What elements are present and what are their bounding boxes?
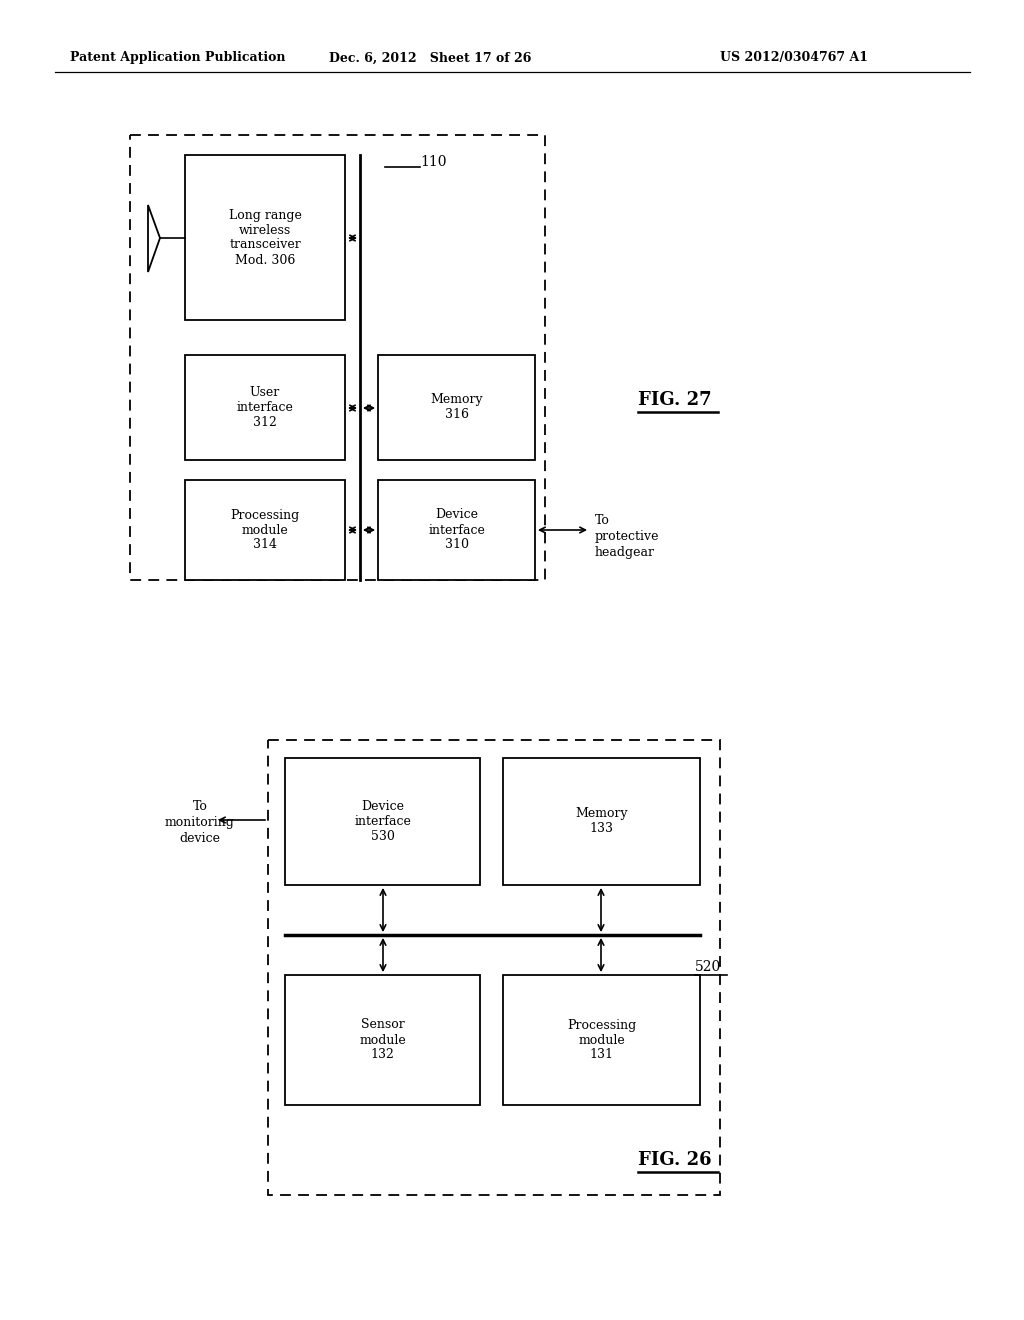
Bar	[378, 355, 535, 459]
Text: protective: protective	[595, 531, 659, 543]
Text: US 2012/0304767 A1: US 2012/0304767 A1	[720, 51, 868, 65]
Bar	[503, 758, 700, 884]
Text: FIG. 26: FIG. 26	[638, 1151, 712, 1170]
Text: FIG. 27: FIG. 27	[638, 391, 712, 409]
Text: headgear: headgear	[595, 546, 655, 558]
Bar	[185, 480, 345, 579]
Text: device: device	[179, 832, 220, 845]
Text: Sensor
module
132: Sensor module 132	[359, 1019, 406, 1061]
Text: Device
interface
530: Device interface 530	[354, 800, 411, 843]
Text: Processing
module
314: Processing module 314	[230, 508, 300, 552]
Text: 520: 520	[695, 960, 721, 974]
Text: 110: 110	[420, 154, 446, 169]
Bar	[503, 975, 700, 1105]
Bar	[185, 355, 345, 459]
Text: To: To	[595, 513, 610, 527]
Text: To: To	[193, 800, 208, 813]
Text: Memory
316: Memory 316	[430, 393, 482, 421]
Text: Processing
module
131: Processing module 131	[567, 1019, 636, 1061]
Text: Device
interface
310: Device interface 310	[428, 508, 485, 552]
Text: Dec. 6, 2012   Sheet 17 of 26: Dec. 6, 2012 Sheet 17 of 26	[329, 51, 531, 65]
Bar	[378, 480, 535, 579]
Bar	[130, 135, 545, 579]
Bar	[285, 758, 480, 884]
Text: monitoring: monitoring	[165, 816, 234, 829]
Text: Long range
wireless
transceiver
Mod. 306: Long range wireless transceiver Mod. 306	[228, 209, 301, 267]
Text: User
interface
312: User interface 312	[237, 385, 294, 429]
Bar	[285, 975, 480, 1105]
Bar	[185, 154, 345, 319]
Bar	[268, 741, 720, 1195]
Text: Memory
133: Memory 133	[575, 808, 628, 836]
Text: Patent Application Publication: Patent Application Publication	[70, 51, 286, 65]
